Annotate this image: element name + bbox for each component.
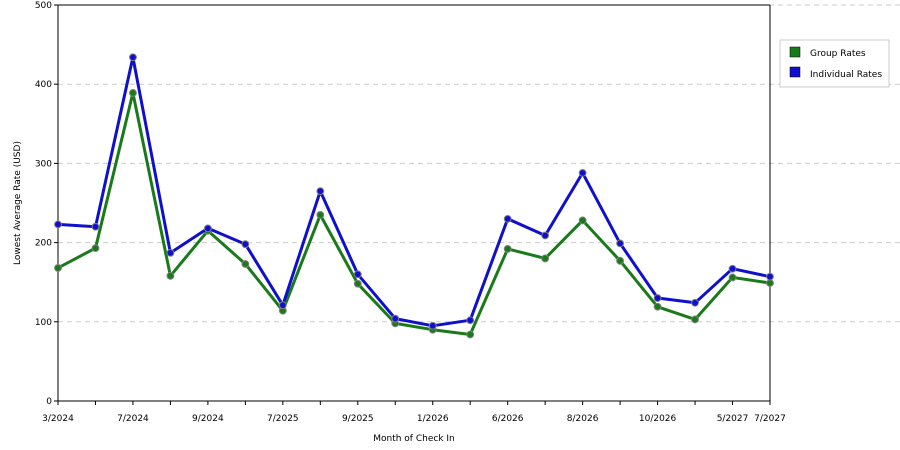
data-point-individual [466, 316, 475, 325]
y-tick-label: 200 [35, 239, 52, 249]
legend-swatch-group [789, 46, 801, 58]
data-point-group [653, 302, 662, 311]
x-tick-label: 7/2025 [267, 414, 299, 424]
x-tick-label: 7/2027 [754, 414, 786, 424]
data-point-group [91, 244, 100, 253]
series-line-individual [57, 55, 771, 328]
series-layer [54, 53, 774, 339]
x-tick-label: 9/2024 [192, 414, 224, 424]
axes [57, 4, 771, 402]
data-point-individual [653, 294, 662, 302]
data-point-individual [241, 240, 250, 249]
data-point-individual [503, 214, 512, 223]
x-tick-label: 8/2026 [567, 414, 599, 424]
data-point-individual [278, 301, 287, 310]
data-point-individual [541, 231, 550, 240]
data-point-group [578, 216, 587, 225]
y-tick-label: 400 [35, 80, 52, 90]
data-point-individual [728, 264, 737, 273]
data-point-group [129, 89, 137, 97]
data-point-individual [691, 298, 699, 307]
x-tick-label: 7/2024 [117, 414, 149, 424]
legend-label-group: Group Rates [810, 49, 866, 59]
data-point-group [766, 279, 774, 287]
data-point-individual [316, 187, 325, 196]
data-point-group [728, 273, 737, 282]
data-point-individual [428, 321, 437, 330]
legend-label-individual: Individual Rates [810, 70, 882, 80]
y-tick-label: 300 [35, 159, 52, 169]
y-tick-label: 500 [35, 1, 52, 11]
y-tick-label: 100 [35, 318, 52, 328]
x-tick-label: 3/2024 [42, 414, 74, 424]
data-point-group [353, 279, 362, 288]
data-point-individual [166, 248, 175, 257]
data-point-individual [766, 272, 774, 281]
data-point-group [241, 260, 250, 268]
x-tick-label: 5/2027 [717, 414, 749, 424]
y-tick-label: 0 [46, 397, 52, 407]
data-point-individual [91, 222, 100, 231]
data-point-individual [129, 53, 137, 62]
data-point-group [316, 210, 325, 219]
data-point-group [616, 256, 625, 265]
y-axis-ticks: 0 100 200 300 400 500 [35, 1, 58, 407]
y-axis-title: Lowest Average Rate (USD) [13, 141, 23, 265]
data-point-group [503, 245, 512, 253]
legend: Group Rates Individual Rates [779, 39, 890, 88]
data-point-individual [353, 270, 362, 279]
data-point-individual [578, 169, 587, 177]
grid-lines [58, 4, 900, 323]
data-point-individual [616, 239, 625, 248]
data-point-group [691, 315, 699, 324]
data-point-individual [203, 224, 212, 233]
x-axis-title: Month of Check In [373, 434, 455, 444]
legend-swatch-individual [789, 66, 801, 78]
x-tick-label: 9/2025 [342, 414, 374, 424]
x-tick-label: 10/2026 [639, 414, 677, 424]
x-axis-ticks: 3/2024 7/2024 9/2024 7/2025 9/2025 1/2026 6/20… [42, 401, 786, 424]
series-line-group [57, 91, 771, 336]
data-point-group [166, 271, 175, 280]
x-tick-label: 1/2026 [417, 414, 449, 424]
data-point-group [541, 254, 550, 263]
data-point-individual [54, 220, 62, 229]
x-tick-label: 6/2026 [492, 414, 524, 424]
data-point-group [54, 264, 62, 272]
data-point-individual [391, 314, 400, 323]
data-point-group [466, 330, 475, 339]
